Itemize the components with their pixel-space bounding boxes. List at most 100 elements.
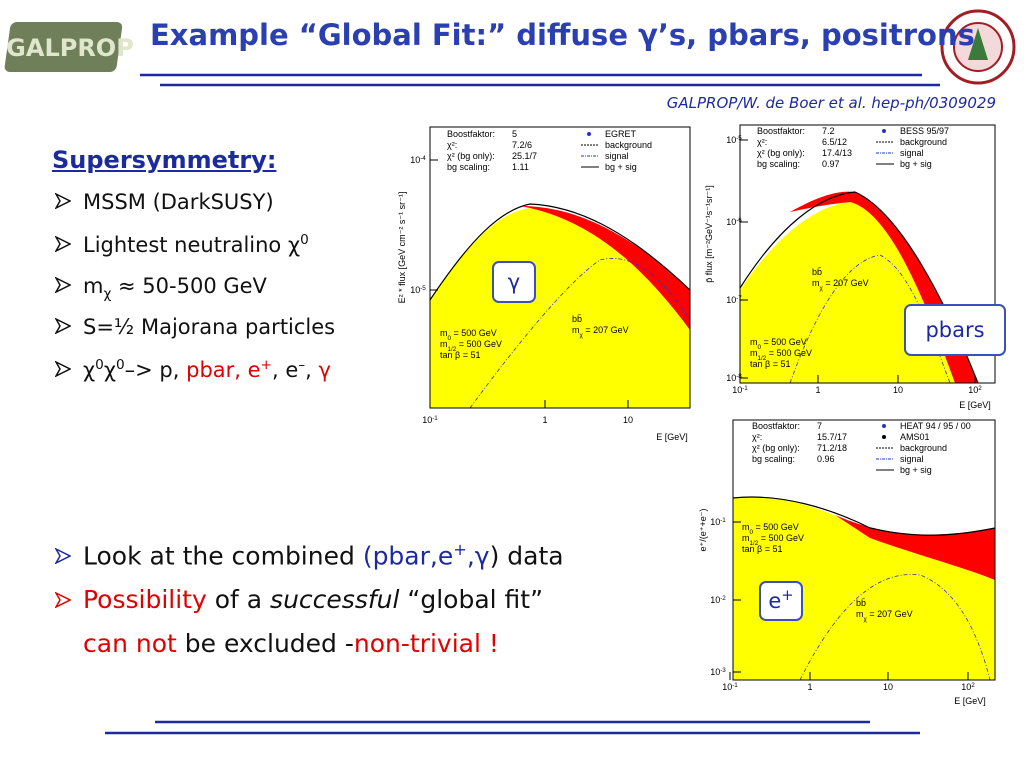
- legend-label: background: [900, 137, 947, 147]
- y-tick-label: 10-4: [410, 155, 426, 166]
- label-part: χ: [580, 332, 584, 339]
- fit-label: bg scaling:: [447, 162, 490, 172]
- label-part: 10: [726, 217, 736, 227]
- x-tick-label: 1: [807, 682, 812, 692]
- text-part: 0: [115, 357, 125, 373]
- badge-label: γ: [508, 270, 520, 294]
- label-part: -8: [736, 373, 742, 380]
- label-part: 10: [710, 517, 720, 527]
- fit-label: χ²:: [757, 137, 767, 147]
- fit-value: 7.2: [822, 126, 835, 136]
- label-part: 10: [422, 415, 432, 425]
- y-tick-label: 10-1: [710, 517, 726, 528]
- text-part: ,: [305, 358, 319, 382]
- logo-plate: [4, 22, 123, 72]
- badge-label: pbars: [925, 318, 984, 342]
- text-part: –: [298, 357, 306, 373]
- label-part: bb̄: [572, 314, 582, 324]
- plot-frame: [429, 126, 691, 409]
- label-part: γ: [508, 270, 520, 294]
- label-part: -1: [742, 385, 748, 392]
- plot-badge: [492, 261, 536, 303]
- legend-label: AMS01: [900, 432, 930, 442]
- label-part: m: [440, 339, 448, 349]
- bullet-text: χ0χ0–> p, pbar, e+, e–, γ: [83, 357, 331, 382]
- fit-value: 0.97: [822, 159, 840, 169]
- legend-label: background: [605, 140, 652, 150]
- signal-curve: [469, 258, 691, 409]
- annihilation-channel: bb̄: [572, 314, 582, 324]
- fit-label: χ² (bg only):: [752, 443, 800, 453]
- legend-label: signal: [605, 151, 629, 161]
- label-part: -1: [732, 682, 738, 689]
- text-part: χ: [103, 358, 116, 382]
- fit-value: 0.96: [817, 454, 835, 464]
- label-part: χ: [864, 616, 868, 623]
- total-curve: [732, 496, 996, 536]
- fit-label: Boostfaktor:: [757, 126, 805, 136]
- annihilation-channel: mχ = 207 GeV: [572, 325, 629, 339]
- fit-value: 25.1/7: [512, 151, 537, 161]
- fit-label: χ²:: [447, 140, 457, 150]
- text-part: be excluded -: [176, 629, 354, 658]
- section-heading: Supersymmetry:: [52, 146, 277, 174]
- x-tick-label: 10: [893, 385, 903, 395]
- legend-label: bg + sig: [605, 162, 637, 172]
- x-axis-title: E [GeV]: [656, 432, 688, 442]
- label-part: -3: [720, 667, 726, 674]
- label-part: = 207 GeV: [867, 609, 913, 619]
- label-part: χ: [820, 285, 824, 292]
- bullet-item: Look at the combined (pbar,e+,γ) data: [55, 540, 564, 570]
- text-part: ≈ 50-500 GeV: [111, 274, 267, 298]
- label-part: tan β = 51: [750, 359, 790, 369]
- reference: GALPROP/W. de Boer et al. hep-ph/0309029: [666, 94, 996, 112]
- label-part: 0: [758, 344, 762, 351]
- model-parameter: tan β = 51: [750, 359, 790, 369]
- label-part: 0: [750, 529, 754, 536]
- label-part: = 207 GeV: [823, 278, 869, 288]
- label-part: 10: [623, 415, 633, 425]
- bullet-item: S=½ Majorana particles: [55, 315, 335, 339]
- fit-label: Boostfaktor:: [752, 421, 800, 431]
- arrow-shape: [55, 236, 71, 252]
- label-part: m: [750, 337, 758, 347]
- annihilation-channel: bb̄: [856, 598, 866, 608]
- plot-badge: [904, 304, 1006, 356]
- signal-excess-area: [520, 206, 690, 330]
- x-tick-label: 10: [883, 682, 893, 692]
- label-part: m: [742, 533, 750, 543]
- model-parameter: m1/2 = 500 GeV: [440, 339, 502, 353]
- x-axis-title: E [GeV]: [954, 696, 986, 706]
- model-parameter: tan β = 51: [440, 350, 480, 360]
- legend-label: BESS 95/97: [900, 126, 949, 136]
- text-part: m: [83, 274, 104, 298]
- signal-curve: [789, 254, 951, 384]
- fit-label: Boostfaktor:: [447, 129, 495, 139]
- y-tick-label: 10-3: [710, 667, 726, 678]
- label-part: 1/2: [750, 540, 759, 547]
- y-tick-label: 10-2: [710, 595, 726, 606]
- label-part: 10: [722, 682, 732, 692]
- label-part: = 500 GeV: [456, 339, 502, 349]
- y-tick-label: 10-6: [726, 217, 742, 228]
- label-part: 1/2: [758, 355, 767, 362]
- arrow-shape: [55, 193, 71, 209]
- y-tick-label: 10-7: [726, 295, 742, 306]
- label-part: e: [768, 589, 781, 613]
- signal-curve: [799, 574, 991, 681]
- text-part: non-trivial !: [353, 629, 499, 658]
- y-axis-title: e⁺/(e⁺+e⁻): [698, 508, 708, 551]
- fit-label: χ²:: [752, 432, 762, 442]
- fit-label: bg scaling:: [752, 454, 795, 464]
- legend-marker: [882, 435, 886, 439]
- annihilation-channel: mχ = 207 GeV: [812, 278, 869, 292]
- text-part: “global fit”: [399, 585, 544, 614]
- bullet-item: Possibility of a successful “global fit”…: [55, 578, 543, 666]
- signal-excess-area: [835, 515, 995, 580]
- label-part: -5: [736, 135, 742, 142]
- text-part: , e: [271, 358, 299, 382]
- logo-text: GALPROP: [6, 34, 134, 62]
- annihilation-channel: bb̄: [812, 267, 822, 277]
- label-part: 10: [410, 155, 420, 165]
